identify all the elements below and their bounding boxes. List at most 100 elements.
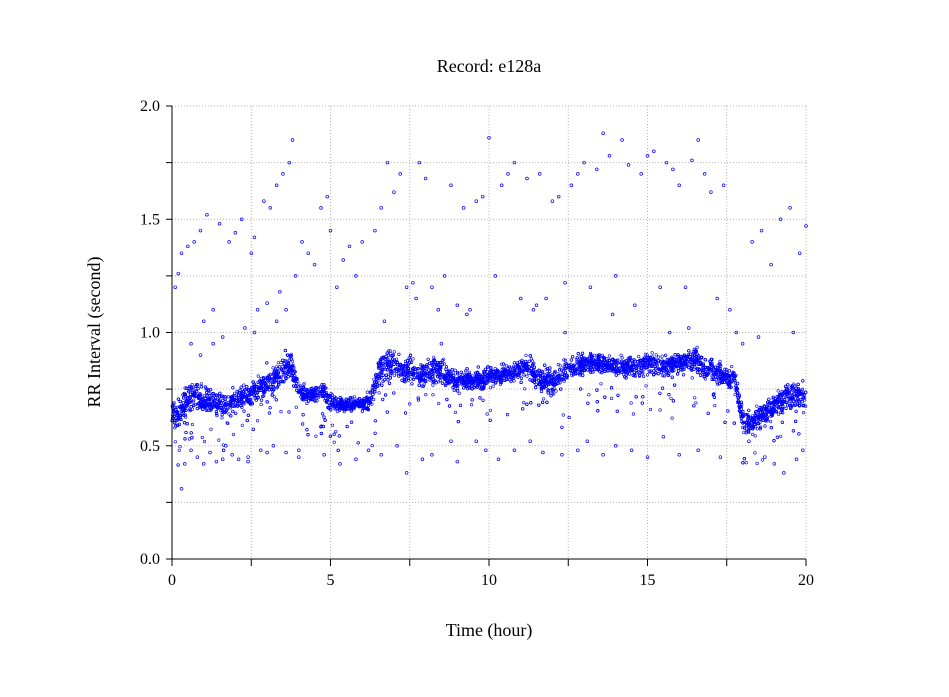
data-point <box>681 373 686 377</box>
data-point <box>654 353 658 357</box>
data-point <box>753 451 757 455</box>
data-point <box>397 368 402 372</box>
data-point <box>743 413 747 417</box>
data-point <box>240 423 244 427</box>
grid <box>172 105 807 559</box>
data-point <box>524 353 528 357</box>
data-point <box>369 389 373 393</box>
data-point <box>801 411 806 415</box>
data-point <box>334 430 338 434</box>
data-point <box>190 383 194 387</box>
data-point <box>328 398 332 402</box>
data-point <box>488 408 493 412</box>
data-point <box>765 411 769 415</box>
data-point <box>680 366 685 370</box>
data-point <box>225 421 229 425</box>
data-point <box>658 391 662 395</box>
data-point <box>190 422 195 427</box>
data-point <box>339 407 343 411</box>
data-point <box>714 378 718 382</box>
data-point <box>698 370 702 374</box>
data-point <box>522 401 526 405</box>
data-point <box>483 381 487 386</box>
data-point <box>649 369 653 373</box>
data-point <box>744 461 748 465</box>
data-point <box>575 360 579 364</box>
data-point <box>200 435 204 440</box>
data-point <box>279 360 283 365</box>
data-point <box>751 432 755 437</box>
data-point <box>389 366 393 370</box>
data-point <box>452 388 456 392</box>
data-point <box>353 395 357 399</box>
data-point <box>614 373 618 377</box>
data-point <box>670 416 674 420</box>
data-point <box>654 362 659 366</box>
data-point <box>499 381 504 385</box>
data-point <box>783 385 788 389</box>
data-point <box>209 388 213 392</box>
data-point <box>432 355 436 359</box>
data-point <box>477 373 481 377</box>
data-point <box>744 424 748 428</box>
data-point <box>379 359 383 363</box>
data-point <box>521 407 525 411</box>
data-point <box>706 411 710 416</box>
data-point <box>244 390 248 394</box>
data-point <box>173 420 177 425</box>
data-point <box>381 379 385 383</box>
data-point <box>318 385 322 389</box>
data-point <box>301 422 305 426</box>
data-point <box>440 373 444 377</box>
data-point <box>305 401 309 406</box>
data-point <box>239 385 243 389</box>
data-point <box>481 398 485 402</box>
data-point <box>598 370 602 374</box>
data-point <box>387 372 391 376</box>
data-point <box>371 392 375 397</box>
data-point <box>437 380 441 384</box>
plot-area <box>170 131 808 491</box>
data-point <box>525 374 529 378</box>
data-point <box>419 363 423 367</box>
data-point <box>301 413 305 417</box>
data-point <box>682 367 686 371</box>
data-point <box>499 362 504 366</box>
data-point <box>791 388 795 392</box>
data-point <box>226 421 230 426</box>
data-point <box>416 398 421 402</box>
data-point <box>760 458 765 462</box>
data-point <box>561 413 565 417</box>
data-point <box>187 437 191 441</box>
data-point <box>406 378 411 382</box>
data-point <box>546 383 551 387</box>
data-point <box>508 365 512 369</box>
data-point <box>412 377 416 381</box>
data-point <box>431 393 435 397</box>
data-point <box>453 368 457 372</box>
data-point <box>563 358 568 362</box>
data-point <box>554 389 558 393</box>
data-point <box>386 378 390 382</box>
data-point <box>392 350 396 354</box>
data-point <box>286 371 290 375</box>
data-point <box>645 373 650 377</box>
data-point <box>440 362 445 367</box>
data-point <box>609 396 614 401</box>
data-point <box>217 438 221 442</box>
data-point <box>491 379 495 384</box>
data-point <box>653 363 657 367</box>
data-point <box>641 395 645 399</box>
data-point <box>177 448 181 452</box>
data-point <box>776 412 781 416</box>
data-point <box>442 362 446 366</box>
data-point <box>231 432 235 437</box>
data-point <box>376 383 380 387</box>
data-point <box>373 380 377 384</box>
data-point <box>755 404 759 408</box>
data-point <box>491 384 495 388</box>
data-point <box>485 377 489 381</box>
data-point <box>694 401 698 405</box>
data-point <box>577 369 581 373</box>
